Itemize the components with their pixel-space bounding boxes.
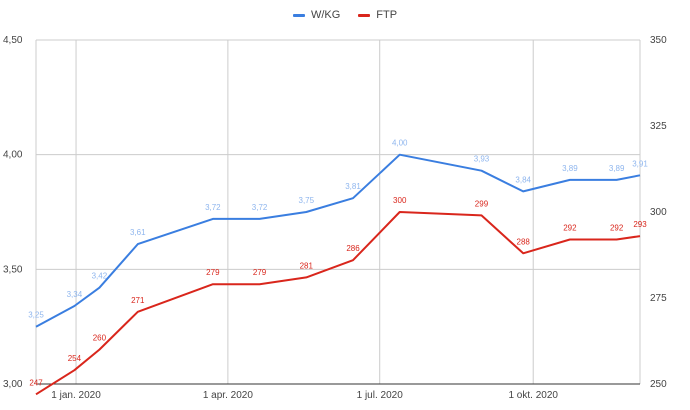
data-point — [136, 243, 139, 246]
data-point — [615, 238, 618, 241]
data-label: 279 — [253, 268, 267, 277]
data-point — [480, 214, 483, 217]
y-right-tick-label: 350 — [650, 35, 667, 46]
data-label: 279 — [206, 268, 220, 277]
data-point — [639, 235, 642, 238]
data-label: 3,84 — [515, 175, 531, 184]
data-point — [398, 211, 401, 214]
data-point — [136, 310, 139, 313]
data-point — [522, 252, 525, 255]
data-label: 286 — [346, 244, 360, 253]
y-right-tick-label: 325 — [650, 121, 667, 132]
data-point — [522, 190, 525, 193]
data-point — [352, 259, 355, 262]
legend-swatch-wkg — [292, 13, 305, 17]
data-label: 288 — [517, 237, 531, 246]
data-label: 247 — [29, 378, 43, 387]
data-label: 3,72 — [252, 203, 268, 212]
data-point — [98, 348, 101, 351]
data-point — [211, 283, 214, 286]
y-right-tick-label: 300 — [650, 207, 667, 218]
x-tick-label: 1 jan. 2020 — [51, 390, 101, 401]
data-point — [258, 283, 261, 286]
data-label: 271 — [131, 296, 145, 305]
data-label: 3,75 — [299, 196, 315, 205]
data-point — [398, 153, 401, 156]
series-line-ftp — [35, 211, 641, 396]
data-label: 4,00 — [392, 139, 408, 148]
data-point — [568, 178, 571, 181]
data-label: 3,81 — [345, 182, 361, 191]
data-label: 3,93 — [474, 155, 490, 164]
data-label: 3,25 — [28, 311, 44, 320]
data-point — [73, 369, 76, 372]
data-point — [73, 305, 76, 308]
y-left-tick-label: 4,50 — [3, 35, 23, 46]
legend-item-wkg[interactable]: W/KG — [292, 9, 341, 21]
data-label: 299 — [475, 199, 489, 208]
y-left-tick-label: 4,00 — [3, 150, 23, 161]
data-label: 292 — [563, 224, 577, 233]
data-label: 3,72 — [205, 203, 221, 212]
data-label: 300 — [393, 196, 407, 205]
data-point — [352, 197, 355, 200]
data-label: 3,34 — [67, 290, 83, 299]
data-point — [639, 174, 642, 177]
data-point — [305, 276, 308, 279]
data-label: 292 — [610, 224, 624, 233]
data-label: 281 — [300, 261, 314, 270]
data-point — [35, 393, 38, 396]
x-tick-label: 1 okt. 2020 — [508, 390, 558, 401]
data-point — [98, 286, 101, 289]
legend-label-ftp: FTP — [376, 9, 398, 21]
legend-item-ftp[interactable]: FTP — [358, 9, 397, 21]
data-label: 254 — [68, 354, 82, 363]
data-point — [480, 169, 483, 172]
data-point — [615, 178, 618, 181]
data-point — [305, 211, 308, 214]
y-right-tick-label: 275 — [650, 293, 667, 304]
data-label: 3,89 — [609, 164, 625, 173]
data-label: 3,61 — [130, 228, 146, 237]
data-label: 3,89 — [562, 164, 578, 173]
data-label: 3,42 — [92, 272, 108, 281]
x-tick-label: 1 jul. 2020 — [357, 390, 404, 401]
data-point — [258, 217, 261, 220]
legend-swatch-ftp — [358, 13, 371, 17]
data-label: 3,91 — [632, 159, 648, 168]
series-line-wkg — [35, 153, 641, 328]
x-tick-label: 1 apr. 2020 — [203, 390, 253, 401]
data-label: 293 — [633, 220, 647, 229]
chart-legend: W/KG FTP — [0, 9, 690, 21]
y-right-tick-label: 250 — [650, 379, 667, 390]
data-point — [211, 217, 214, 220]
y-left-tick-label: 3,50 — [3, 264, 23, 275]
data-label: 260 — [93, 334, 107, 343]
y-left-tick-label: 3,00 — [3, 379, 23, 390]
data-point — [568, 238, 571, 241]
data-point — [35, 325, 38, 328]
legend-label-wkg: W/KG — [310, 9, 341, 21]
